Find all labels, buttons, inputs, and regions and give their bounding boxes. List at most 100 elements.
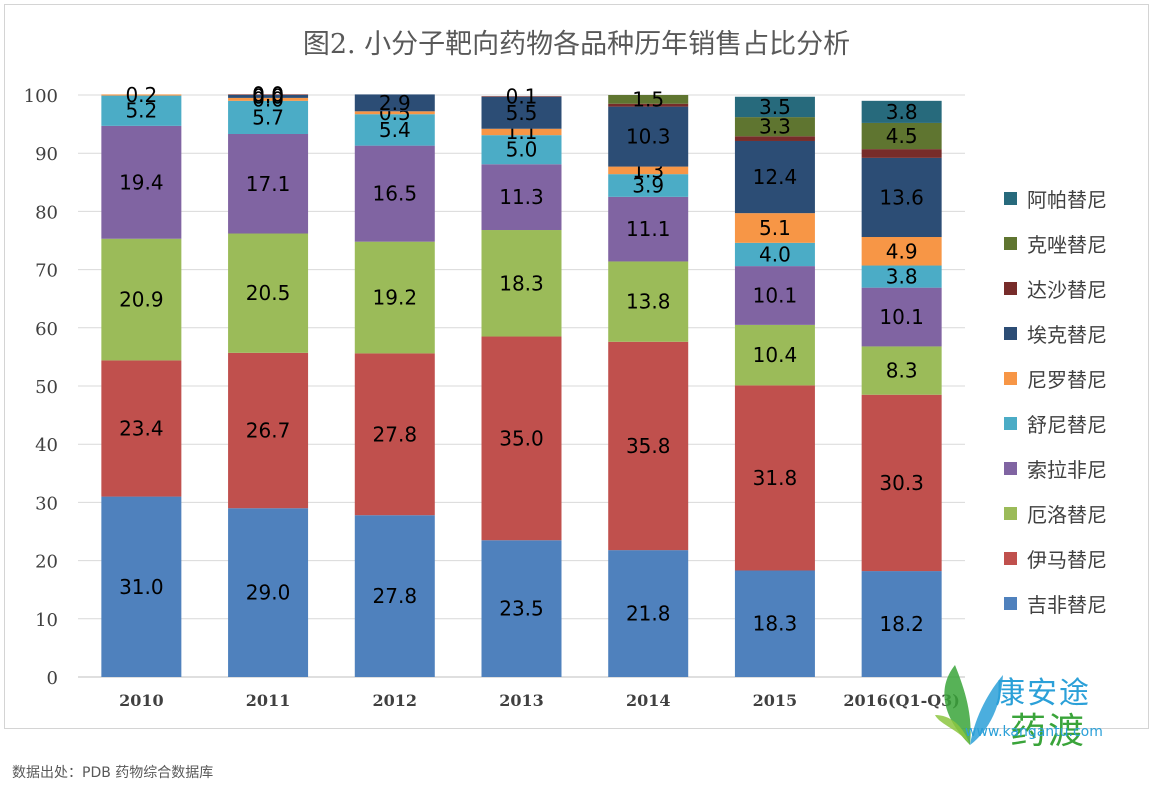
legend-swatch (1004, 507, 1017, 520)
bar-segment-埃克替尼 (861, 157, 942, 238)
data-label: 16.5 (373, 182, 418, 206)
legend-label: 索拉非尼 (1027, 458, 1107, 482)
legend-label: 达沙替尼 (1027, 278, 1107, 302)
data-label: 5.5 (506, 101, 538, 125)
data-label: 31.8 (753, 466, 798, 490)
legend-swatch (1004, 282, 1017, 295)
bar-segment-厄洛替尼 (861, 346, 942, 395)
legend-label: 克唑替尼 (1027, 233, 1107, 257)
bar-segment-尼罗替尼 (101, 94, 182, 96)
legend-label: 尼罗替尼 (1027, 368, 1107, 392)
bar-segment-舒尼替尼 (608, 174, 689, 197)
legend-swatch (1004, 237, 1017, 250)
data-label: 5.0 (506, 138, 538, 162)
bar-segment-索拉非尼 (481, 164, 562, 231)
bar-segment-克唑替尼 (861, 122, 942, 150)
data-label: 20.9 (119, 288, 164, 312)
y-tick-label: 40 (35, 435, 58, 456)
x-tick-label: 2013 (499, 691, 544, 710)
data-label: 23.5 (499, 597, 544, 621)
data-label: 27.8 (373, 584, 418, 608)
bar-segment-舒尼替尼 (861, 265, 942, 288)
bar-segment-吉非替尼 (861, 571, 942, 677)
data-label: 0.2 (125, 83, 157, 107)
y-tick-label: 20 (35, 552, 58, 573)
bar-segment-厄洛替尼 (608, 261, 689, 342)
watermark-logo: 康安途 药渡 www.kangantu.com (935, 660, 1145, 760)
legend-swatch (1004, 372, 1017, 385)
bar-segment-吉非替尼 (228, 508, 309, 677)
data-label: 17.1 (246, 172, 291, 196)
legend-swatch (1004, 192, 1017, 205)
data-label: 5.2 (125, 99, 157, 123)
legend-item: 阿帕替尼 (1004, 176, 1144, 221)
bar-segment-达沙替尼 (734, 136, 815, 141)
data-label: 5.4 (379, 118, 411, 142)
data-label: 3.8 (886, 100, 918, 124)
legend-swatch (1004, 462, 1017, 475)
bar-segment-索拉非尼 (608, 196, 689, 262)
bar-segment-伊马替尼 (608, 341, 689, 551)
bar-segment-埃克替尼 (608, 106, 689, 167)
y-tick-label: 60 (35, 319, 58, 340)
legend-item: 索拉非尼 (1004, 446, 1144, 491)
legend-label: 吉非替尼 (1027, 593, 1107, 617)
data-label: 18.3 (499, 271, 544, 295)
data-label: 10.4 (753, 343, 798, 367)
bar-segment-索拉非尼 (354, 145, 435, 242)
legend-label: 厄洛替尼 (1027, 503, 1107, 527)
data-label: 29.0 (246, 581, 291, 605)
bar-segment-舒尼替尼 (481, 135, 562, 165)
data-label: 19.4 (119, 170, 164, 194)
data-label: 26.7 (246, 419, 291, 443)
watermark-url: www.kangantu.com (965, 724, 1103, 740)
data-label: 11.1 (626, 217, 671, 241)
data-label: 4.9 (886, 239, 918, 263)
bar-segment-索拉非尼 (228, 133, 309, 234)
bar-segment-埃克替尼 (481, 96, 562, 129)
legend-item: 尼罗替尼 (1004, 356, 1144, 401)
bar-segment-伊马替尼 (481, 336, 562, 541)
y-tick-label: 80 (35, 202, 58, 223)
data-label: 10.1 (879, 305, 924, 329)
data-label: 3.8 (886, 265, 918, 289)
bar-segment-尼罗替尼 (861, 237, 942, 266)
data-label: 35.0 (499, 426, 544, 450)
bar-segment-舒尼替尼 (228, 100, 309, 134)
legend-swatch (1004, 417, 1017, 430)
bar-segment-尼罗替尼 (354, 111, 435, 115)
legend-swatch (1004, 327, 1017, 340)
bar-segment-厄洛替尼 (734, 324, 815, 386)
data-label: 0.0 (252, 84, 284, 108)
data-source-note: 数据出处：PDB 药物综合数据库 (12, 765, 214, 781)
y-tick-label: 70 (35, 261, 58, 282)
legend-item: 达沙替尼 (1004, 266, 1144, 311)
data-label: 3.5 (759, 95, 791, 119)
bar-segment-达沙替尼 (608, 103, 689, 107)
data-label: 4.5 (886, 124, 918, 148)
bar-segment-埃克替尼 (354, 94, 435, 112)
bar-segment-厄洛替尼 (481, 230, 562, 337)
y-tick-label: 50 (35, 377, 58, 398)
y-tick-label: 90 (35, 144, 58, 165)
x-tick-label: 2011 (246, 691, 291, 710)
bar-segment-达沙替尼 (481, 96, 562, 97)
bar-segment-吉非替尼 (481, 540, 562, 677)
data-label: 2.9 (379, 91, 411, 115)
data-label: 19.2 (373, 286, 418, 310)
bar-segment-吉非替尼 (354, 515, 435, 677)
data-label: 30.3 (879, 471, 924, 495)
legend-swatch (1004, 597, 1017, 610)
bar-segment-阿帕替尼 (861, 100, 942, 123)
bar-segment-伊马替尼 (354, 353, 435, 516)
bar-segment-吉非替尼 (101, 496, 182, 677)
bar-segment-伊马替尼 (861, 394, 942, 572)
data-label: 23.4 (119, 416, 164, 440)
legend-item: 克唑替尼 (1004, 221, 1144, 266)
bar-segment-埃克替尼 (228, 95, 309, 98)
legend-swatch (1004, 552, 1017, 565)
bar-segment-尼罗替尼 (734, 213, 815, 243)
data-label: 5.1 (759, 216, 791, 240)
data-label: 8.3 (886, 359, 918, 383)
bar-segment-埃克替尼 (734, 140, 815, 214)
